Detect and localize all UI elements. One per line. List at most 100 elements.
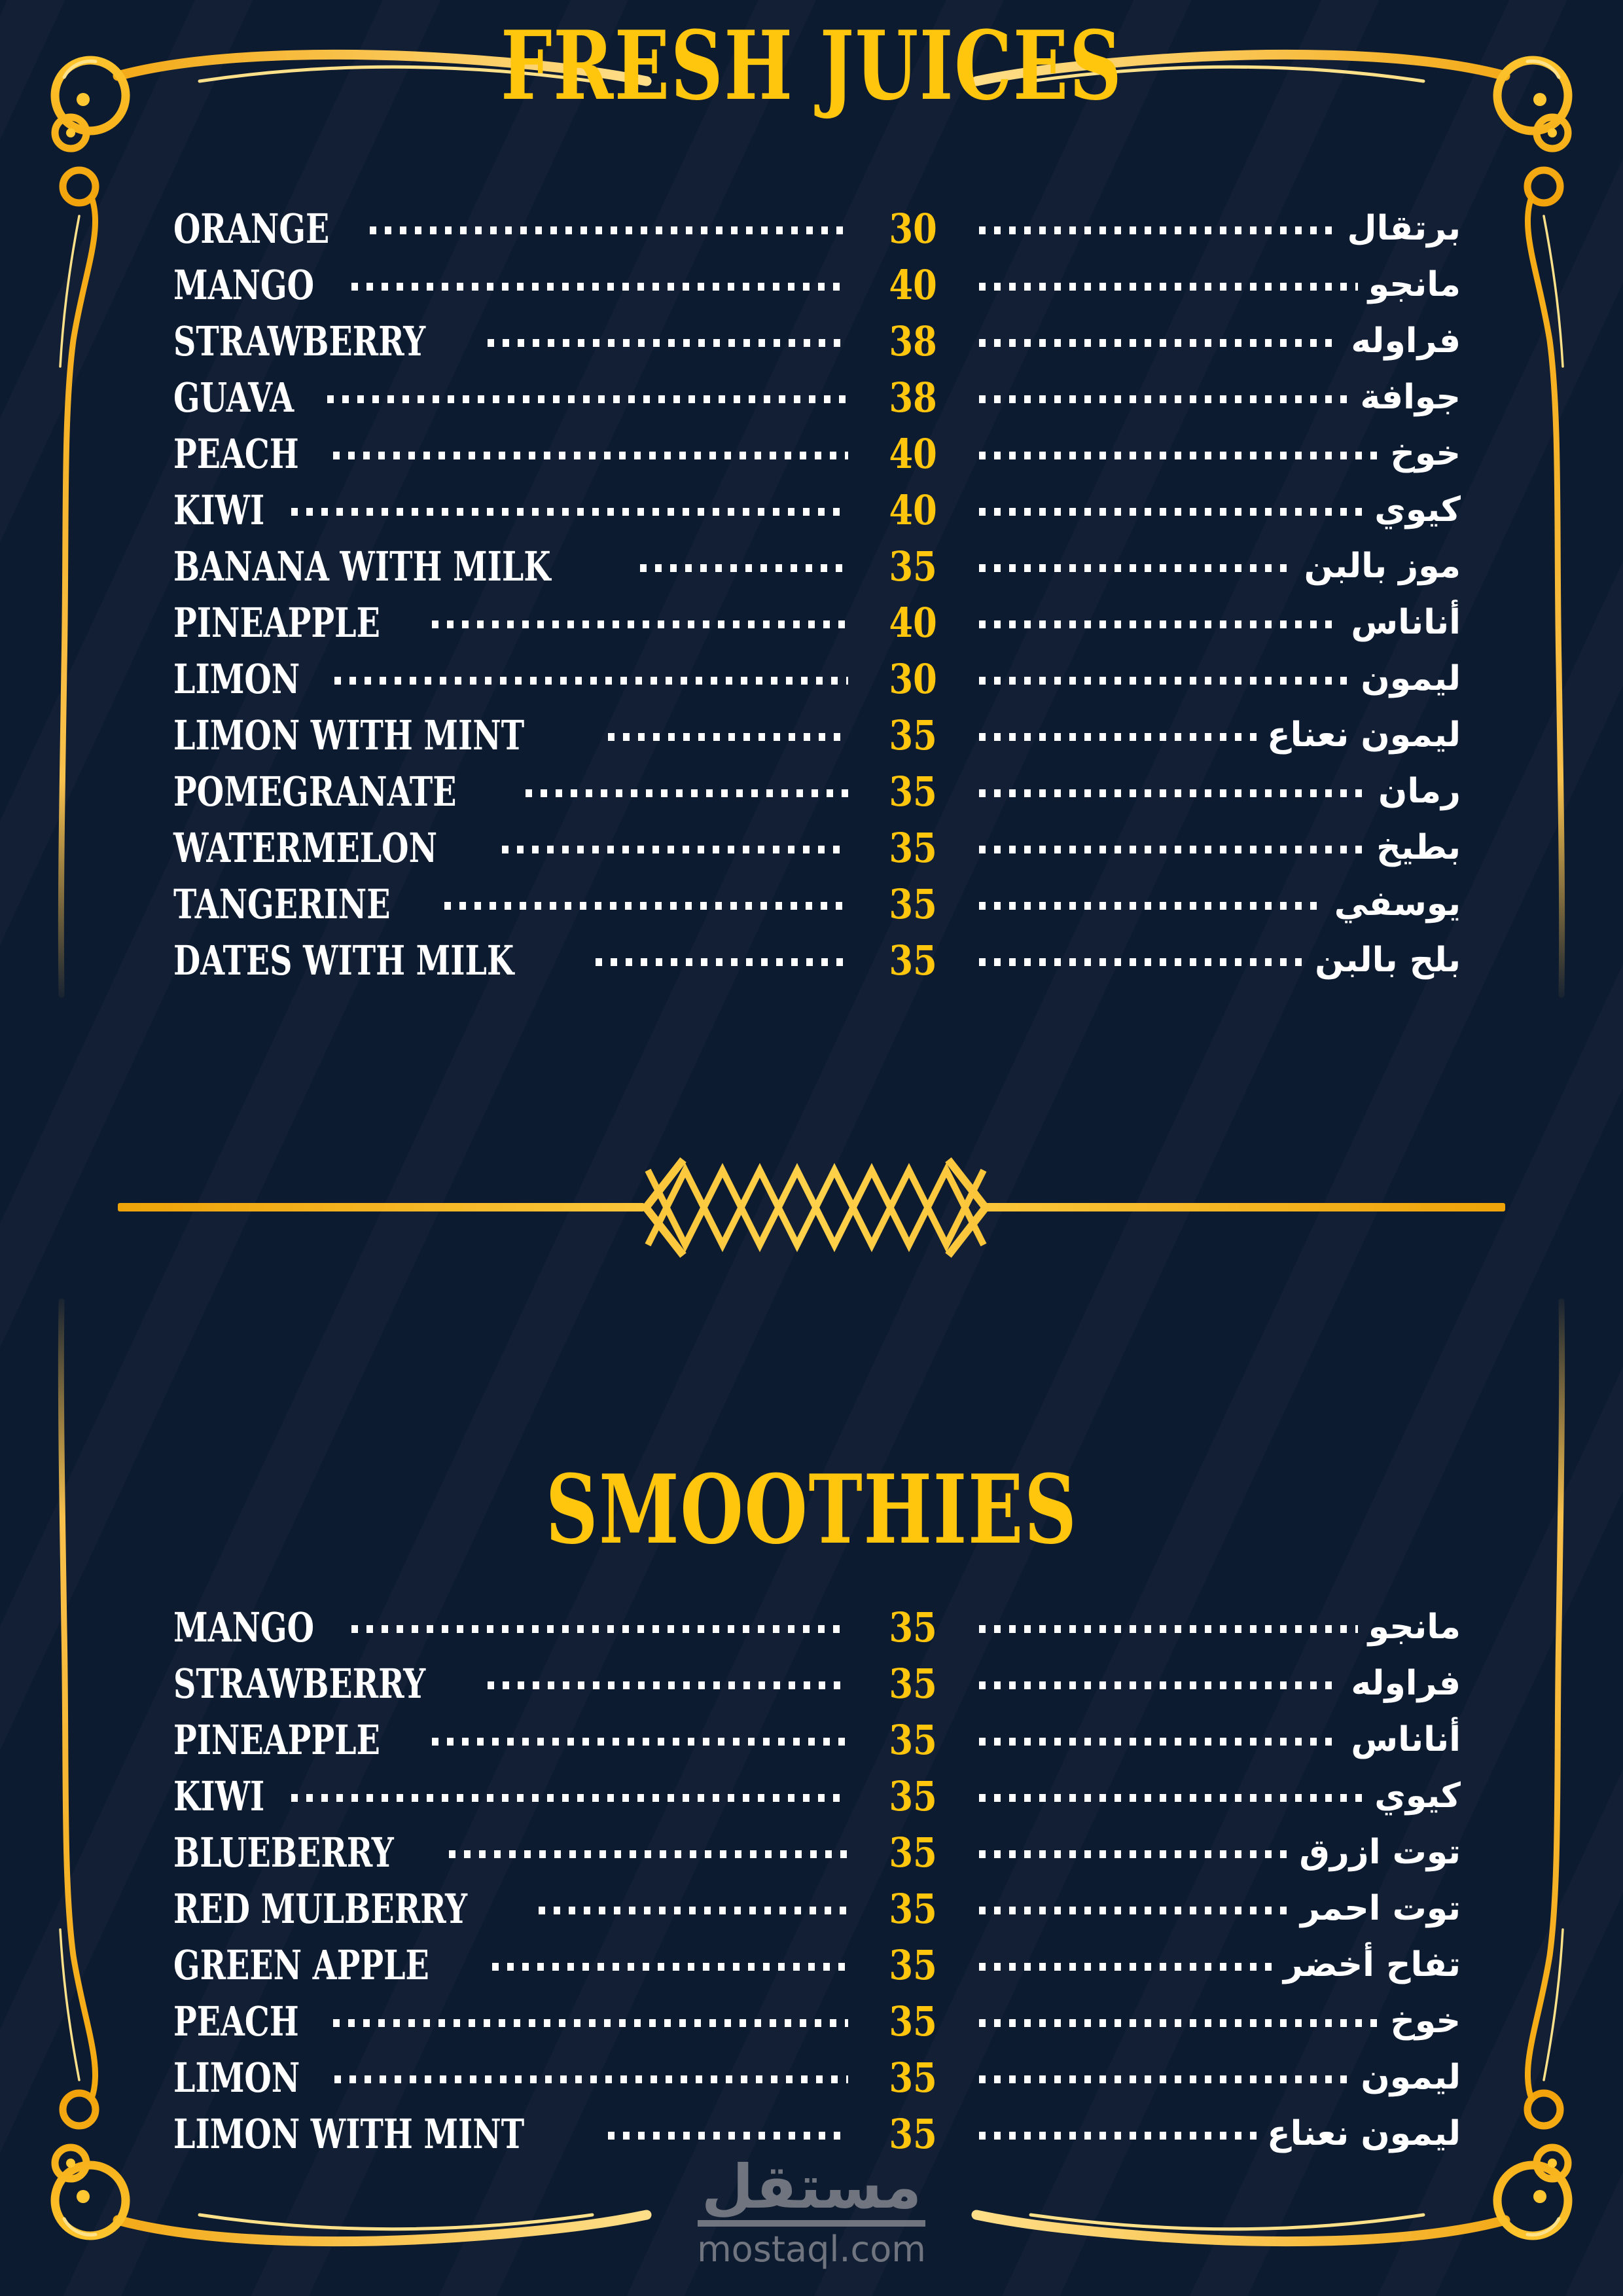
dotted-leader	[370, 226, 848, 234]
item-price-cell: 35	[857, 1833, 969, 1873]
menu-item-row: DATES WITH MILK 35 بلح بالبن	[173, 933, 1461, 989]
item-name-ar: يوسفي	[1334, 884, 1461, 924]
item-name-en: BANANA WITH MILK	[173, 543, 551, 591]
dotted-leader	[487, 1681, 848, 1689]
item-name-ar: توت احمر	[1300, 1889, 1461, 1929]
item-name-ar: أناناس	[1351, 603, 1461, 643]
menu-item-row: KIWI 35 كيوي	[173, 1768, 1461, 1825]
item-price: 38	[889, 317, 937, 365]
dotted-leader	[979, 395, 1350, 403]
item-name-en: WATERMELON	[173, 824, 438, 872]
item-name-en: KIWI	[173, 486, 265, 535]
menu-item-row: LIMON WITH MINT 35 ليمون نعناع	[173, 708, 1461, 764]
item-name-en: PINEAPPLE	[173, 1716, 380, 1765]
item-name-cell: DATES WITH MILK	[173, 941, 857, 981]
item-price-cell: 40	[857, 490, 969, 531]
item-price: 35	[889, 1716, 937, 1764]
watermark: مستقل mostaql.com	[0, 2157, 1623, 2267]
dotted-leader	[487, 339, 848, 347]
item-price: 35	[889, 711, 937, 759]
dotted-leader	[432, 620, 848, 628]
item-name-cell: POMEGRANATE	[173, 768, 857, 816]
dotted-leader	[351, 1625, 848, 1633]
menu-item-row: GUAVA 38 جوافة	[173, 370, 1461, 426]
dotted-leader	[979, 958, 1305, 966]
item-name-ar: مانجو	[1368, 265, 1461, 305]
item-price: 30	[889, 655, 937, 703]
dotted-leader	[979, 789, 1368, 797]
item-name-ar: خوخ	[1390, 2001, 1461, 2041]
dotted-leader	[595, 958, 848, 966]
item-name-ar: فراوله	[1351, 321, 1461, 361]
item-name-ar: مانجو	[1368, 1607, 1461, 1647]
menu-item-row: KIWI 40 كيوي	[173, 482, 1461, 539]
item-name-ar: رمان	[1378, 772, 1461, 812]
dotted-leader	[291, 508, 848, 516]
dotted-leader	[432, 1738, 848, 1746]
dotted-leader	[979, 620, 1341, 628]
item-price-cell: 38	[857, 321, 969, 362]
dotted-leader	[979, 508, 1364, 516]
item-name-ar: بلح بالبن	[1315, 941, 1461, 980]
item-price: 35	[889, 880, 937, 928]
item-price-cell: 35	[857, 772, 969, 812]
menu-item-row: STRAWBERRY 35 فراوله	[173, 1656, 1461, 1712]
dotted-leader	[327, 395, 848, 403]
item-name-cell: PEACH	[173, 2001, 857, 2042]
item-name-en: POMEGRANATE	[173, 768, 457, 816]
item-name-ar: برتقال	[1347, 209, 1461, 249]
item-name-en: PEACH	[173, 430, 299, 478]
item-price-cell: 35	[857, 715, 969, 756]
item-name-cell: LIMON WITH MINT	[173, 711, 857, 760]
menu-item-row: PEACH 35 خوخ	[173, 1994, 1461, 2050]
item-name-ar: كيوي	[1374, 490, 1461, 530]
dotted-leader	[448, 1850, 848, 1858]
item-name-en: LIMON WITH MINT	[173, 711, 525, 760]
menu-item-row: STRAWBERRY 38 فراوله	[173, 314, 1461, 370]
item-name-ar: تفاح أخضر	[1283, 1945, 1461, 1985]
item-name-cell: TANGERINE	[173, 884, 857, 925]
watermark-site-url: mostaql.com	[697, 2229, 926, 2270]
item-price-cell: 35	[857, 2058, 969, 2098]
item-price-cell: 35	[857, 2001, 969, 2042]
item-price: 30	[889, 205, 937, 253]
item-name-en: STRAWBERRY	[173, 1660, 426, 1708]
dotted-leader	[444, 902, 848, 910]
dotted-leader	[979, 1625, 1358, 1633]
item-name-cell: BANANA WITH MILK	[173, 543, 857, 591]
section-title-smoothies: SMOOTHIES	[0, 1463, 1623, 1558]
dotted-leader	[607, 2132, 848, 2140]
dotted-leader	[979, 2075, 1351, 2083]
item-name-en: RED MULBERRY	[173, 1885, 468, 1933]
dotted-leader	[525, 789, 848, 797]
item-name-en: ORANGE	[173, 205, 330, 253]
dotted-leader	[979, 1907, 1290, 1914]
item-name-cell: GUAVA	[173, 378, 857, 418]
dotted-leader	[979, 846, 1366, 853]
dotted-leader	[979, 339, 1341, 347]
item-name-en: BLUEBERRY	[173, 1829, 394, 1877]
dotted-leader	[501, 846, 848, 853]
dotted-leader	[979, 283, 1358, 291]
dotted-leader	[979, 2132, 1257, 2140]
menu-item-row: WATERMELON 35 بطيخ	[173, 820, 1461, 876]
item-name-cell: KIWI	[173, 1776, 857, 1817]
dotted-leader	[979, 1681, 1341, 1689]
menu-item-row: ORANGE 30 برتقال	[173, 201, 1461, 257]
item-name-cell: LIMON	[173, 2054, 857, 2102]
dotted-leader	[979, 1850, 1289, 1858]
item-price: 35	[889, 768, 937, 816]
item-price-cell: 38	[857, 378, 969, 418]
item-name-ar: ليمون	[1361, 659, 1461, 699]
item-name-en: LIMON	[173, 655, 300, 704]
item-price: 35	[889, 2110, 937, 2158]
dotted-leader	[979, 564, 1294, 572]
item-price: 35	[889, 1772, 937, 1820]
item-name-cell: LIMON	[173, 655, 857, 704]
item-price: 35	[889, 1941, 937, 1989]
dotted-leader	[291, 1794, 848, 1802]
item-price: 35	[889, 1604, 937, 1651]
menu-item-row: BLUEBERRY 35 توت ازرق	[173, 1825, 1461, 1881]
item-name-en: LIMON	[173, 2054, 300, 2102]
dotted-leader	[979, 226, 1337, 234]
